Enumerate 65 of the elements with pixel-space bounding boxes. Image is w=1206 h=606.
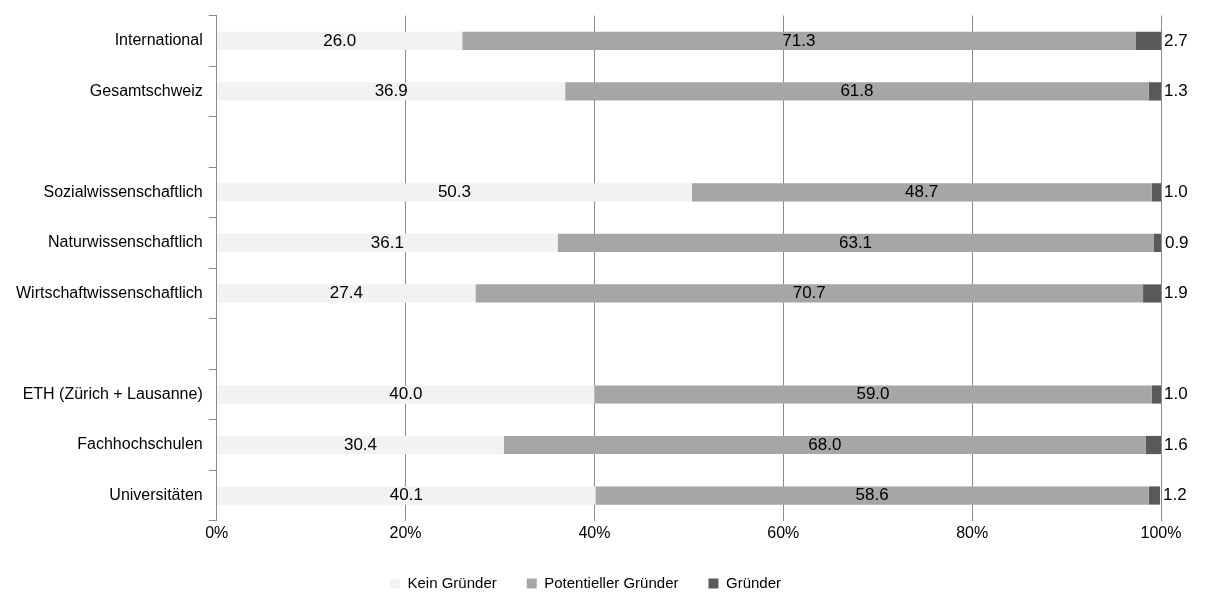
data-label: 58.6 <box>855 485 889 505</box>
bar <box>1143 284 1161 303</box>
bar <box>217 385 595 404</box>
data-label: 63.1 <box>838 232 873 252</box>
bar <box>217 233 558 253</box>
data-label: 2.7 <box>1164 30 1188 50</box>
x-tick-label: 60% <box>767 523 800 541</box>
bar <box>1148 82 1161 101</box>
y-tick-label: Universitäten <box>109 485 203 503</box>
bar <box>503 435 1146 455</box>
y-tick-label: Gesamtschweiz <box>89 81 203 99</box>
bar <box>595 486 1149 505</box>
data-label: 27.4 <box>329 283 363 303</box>
x-tick-label: 0% <box>205 523 229 541</box>
bar <box>1153 233 1161 253</box>
bar <box>1148 486 1161 505</box>
data-label: 48.7 <box>905 182 939 202</box>
data-label: 1.3 <box>1164 81 1188 101</box>
bar <box>691 183 1152 202</box>
data-label: 1.6 <box>1164 434 1188 454</box>
bar <box>217 183 692 202</box>
data-label: 36.1 <box>370 232 404 252</box>
bar <box>217 31 463 50</box>
data-label: 40.0 <box>389 384 423 404</box>
bar <box>1135 31 1161 50</box>
bar <box>565 82 1149 101</box>
bar <box>1151 385 1161 404</box>
y-tick-label: ETH (Zürich + Lausanne) <box>22 384 203 402</box>
data-label: 61.8 <box>840 81 874 101</box>
x-tick-label: 80% <box>956 523 989 541</box>
bar <box>1151 183 1161 202</box>
bar <box>217 435 504 455</box>
data-label: 1.0 <box>1164 384 1188 404</box>
data-label: 68.0 <box>808 434 842 454</box>
bar <box>217 82 566 101</box>
legend-label: Kein Gründer <box>407 573 497 591</box>
bar <box>217 486 596 505</box>
data-label: 1.2 <box>1163 485 1187 505</box>
x-tick-label: 100% <box>1140 523 1182 541</box>
data-label: 26.0 <box>323 30 357 50</box>
bar <box>557 233 1154 253</box>
legend-label: Potentieller Gründer <box>544 573 679 591</box>
data-label: 50.3 <box>437 182 471 202</box>
y-tick-label: International <box>114 31 203 49</box>
data-label: 1.0 <box>1164 182 1188 202</box>
x-tick-label: 40% <box>578 523 611 541</box>
y-tick-label: Fachhochschulen <box>77 435 203 453</box>
bar <box>475 284 1144 303</box>
data-label: 1.9 <box>1164 283 1188 303</box>
data-label: 36.9 <box>374 81 408 101</box>
bar <box>217 284 476 303</box>
data-label: 59.0 <box>856 384 890 404</box>
data-label: 30.4 <box>343 434 378 454</box>
x-tick-label: 20% <box>389 523 422 541</box>
data-label: 71.3 <box>782 30 816 50</box>
data-label: 70.7 <box>792 283 826 303</box>
y-tick-label: Naturwissenschaftlich <box>47 233 203 251</box>
data-label: 0.9 <box>1164 232 1189 252</box>
bar <box>1145 435 1161 455</box>
data-label: 40.1 <box>389 485 423 505</box>
bar <box>594 385 1152 404</box>
bar <box>462 31 1136 50</box>
y-tick-label: Sozialwissenschaftlich <box>43 182 203 200</box>
y-tick-label: Wirtschaftwissenschaftlich <box>16 283 203 301</box>
legend-label: Gründer <box>725 573 781 591</box>
